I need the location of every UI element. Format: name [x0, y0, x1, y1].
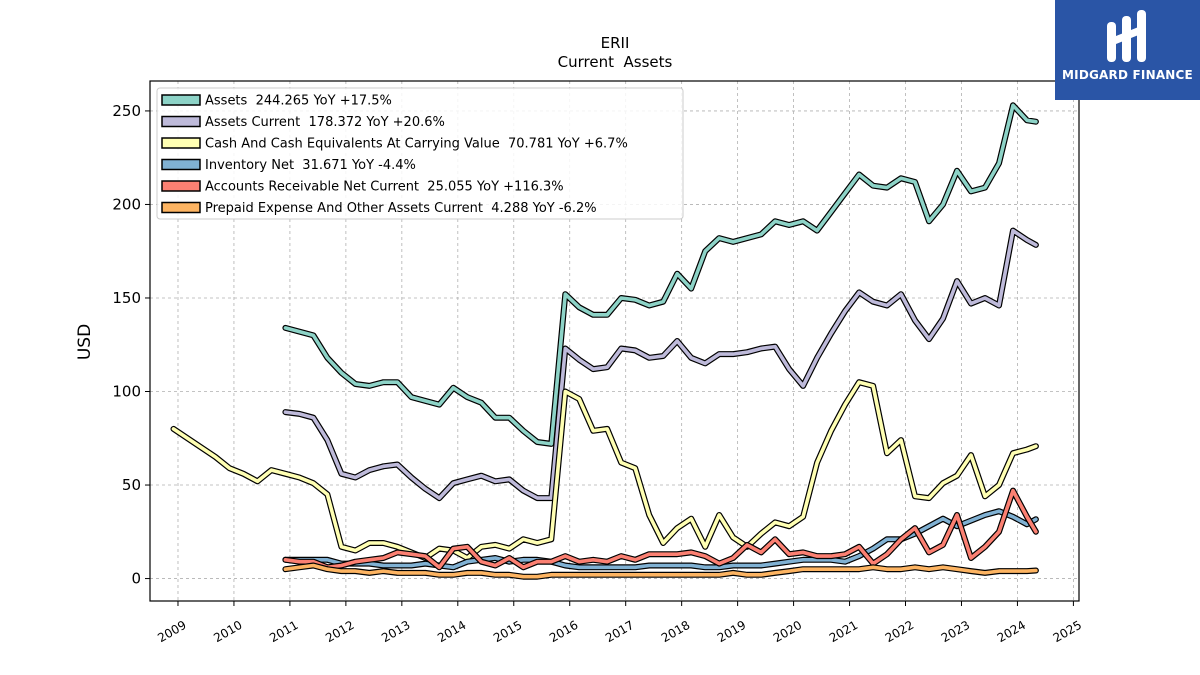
legend-swatch — [161, 137, 201, 149]
legend-label: Cash And Cash Equivalents At Carrying Va… — [205, 137, 628, 152]
x-tick-label: 2017 — [603, 618, 636, 645]
legend-item: Cash And Cash Equivalents At Carrying Va… — [161, 137, 628, 152]
legend-label: Assets Current 178.372 YoY +20.6% — [205, 115, 445, 130]
x-tick-label: 2022 — [883, 618, 916, 645]
legend-swatch — [161, 158, 201, 171]
x-tick-label: 2025 — [1051, 618, 1084, 645]
legend-label: Inventory Net 31.671 YoY -4.4% — [205, 158, 416, 173]
plot-frame — [149, 80, 1080, 602]
x-tick-label: 2010 — [211, 618, 244, 645]
y-tick-label: 200 — [112, 195, 141, 213]
x-tick-label: 2019 — [715, 618, 748, 645]
y-tick-label: 150 — [112, 289, 141, 307]
legend-swatch — [161, 201, 201, 214]
legend-item: Assets Current 178.372 YoY +20.6% — [161, 115, 445, 130]
x-tick-label: 2018 — [659, 618, 692, 645]
x-tick-label: 2012 — [323, 618, 356, 645]
legend-item: Inventory Net 31.671 YoY -4.4% — [161, 158, 416, 173]
series-line-1 — [282, 102, 1039, 447]
series-stroke — [283, 103, 1038, 446]
y-tick-label: 0 — [131, 570, 141, 588]
legend-label: Prepaid Expense And Other Assets Current… — [205, 201, 597, 216]
series-line-6 — [282, 562, 1039, 580]
x-tick-label: 2013 — [379, 618, 412, 645]
series-stroke — [171, 380, 1038, 560]
brand-name: MIDGARD FINANCE — [1062, 68, 1193, 82]
series-line-5 — [282, 487, 1039, 571]
legend-swatch — [161, 94, 201, 106]
y-axis-label: USD — [75, 324, 95, 360]
series-stroke — [283, 563, 1038, 579]
series-outline — [282, 227, 1039, 502]
y-tick-label: 50 — [122, 476, 141, 494]
series-line-2 — [282, 227, 1039, 502]
y-tick-label: 100 — [112, 383, 141, 401]
chart-subtitle: Current Assets — [558, 53, 673, 71]
x-tick-label: 2021 — [827, 618, 860, 645]
y-tick-label: 250 — [112, 102, 141, 120]
legend-item: Assets 244.265 YoY +17.5% — [161, 94, 392, 109]
x-tick-label: 2014 — [435, 618, 468, 645]
series-stroke — [283, 228, 1038, 500]
x-tick-label: 2016 — [547, 618, 580, 645]
legend: Assets 244.265 YoY +17.5% Assets Current … — [156, 87, 684, 220]
legend-label: Assets 244.265 YoY +17.5% — [205, 94, 392, 109]
legend-item: Accounts Receivable Net Current 25.055 Y… — [161, 180, 564, 195]
x-tick-label: 2011 — [267, 618, 300, 645]
x-tick-label: 2020 — [771, 618, 804, 645]
legend-swatch — [161, 115, 201, 128]
x-tick-label: 2024 — [995, 618, 1028, 645]
midgard-logo-icon — [1107, 10, 1146, 62]
legend-item: Prepaid Expense And Other Assets Current… — [161, 201, 597, 216]
legend-box — [156, 87, 684, 220]
series-line-3 — [170, 379, 1039, 561]
brand-logo: MIDGARD FINANCE — [1055, 0, 1200, 100]
axes: 2009 2010 2011 2012 2013 2014 2015 2016 2017 2018… — [112, 102, 1084, 645]
series-stroke — [283, 488, 1038, 570]
series-lines — [170, 102, 1039, 580]
x-tick-label: 2009 — [155, 618, 188, 645]
x-tick-label: 2015 — [491, 618, 524, 645]
legend-swatch — [161, 180, 201, 192]
chart-title: ERII — [601, 34, 630, 52]
legend-label: Accounts Receivable Net Current 25.055 Y… — [205, 180, 564, 195]
x-tick-label: 2023 — [939, 618, 972, 645]
